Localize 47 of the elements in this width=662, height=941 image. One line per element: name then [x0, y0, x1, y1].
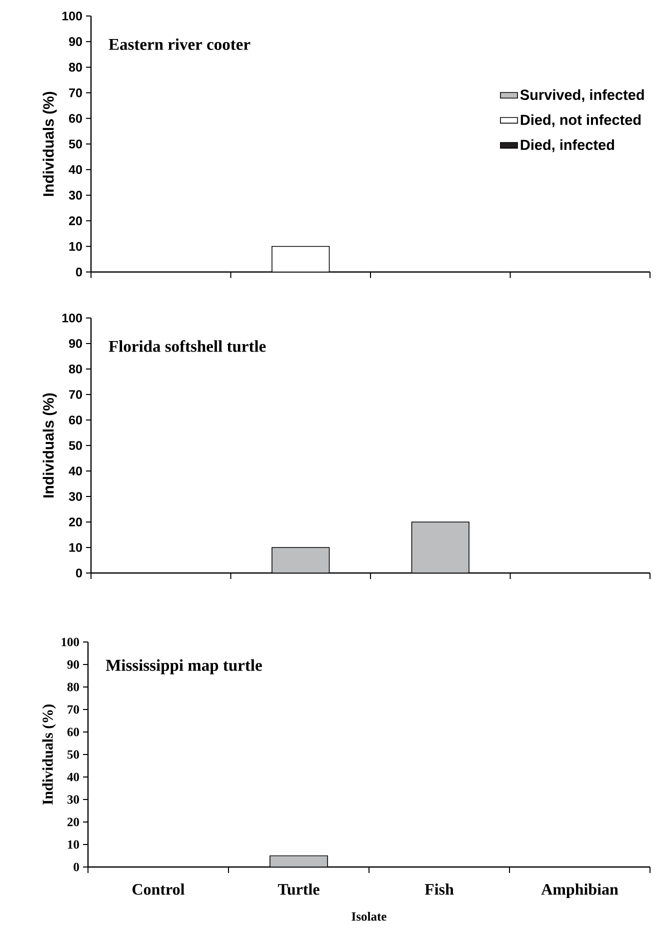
text: Florida softshell turtle [108, 340, 266, 352]
legend-label: Died, infected [520, 139, 614, 152]
y-axis-title: Individuals (%) [42, 92, 57, 196]
y-tick-label: 40 [68, 165, 82, 174]
y-tick-label: 70 [68, 705, 79, 714]
y-tick-label: 50 [68, 140, 82, 148]
y-tick-label: 60 [69, 114, 82, 123]
y-tick-label: 10 [69, 242, 82, 251]
y-tick-label: 80 [68, 62, 82, 72]
y-tick-label: 30 [68, 190, 82, 200]
x-tick-label: Amphibian [541, 884, 618, 898]
y-tick-label: 60 [67, 728, 79, 736]
y-tick-label: 0 [76, 268, 82, 276]
y-tick-label: 90 [67, 660, 79, 669]
y-tick-label: 90 [69, 339, 82, 348]
x-tick-label: Turtle [278, 884, 320, 895]
text: Mississippi map turtle [106, 659, 262, 674]
y-tick-label: 10 [69, 543, 82, 552]
x-axis-title: Isolate [352, 912, 386, 921]
y-tick-label: 40 [67, 772, 79, 782]
legend-label: Died, not infected [520, 114, 641, 128]
y-tick-label: 50 [68, 441, 82, 450]
x-tick-label: Control [132, 884, 184, 895]
y-tick-label: 90 [69, 37, 82, 46]
y-tick-label: 20 [69, 216, 82, 226]
y-tick-label: 0 [76, 568, 82, 578]
y-tick-label: 100 [62, 638, 79, 646]
y-tick-label: 0 [74, 862, 79, 872]
y-tick-label: 30 [68, 492, 82, 501]
x-tick-label: Fish [424, 884, 454, 895]
y-tick-label: 20 [69, 518, 82, 526]
y-tick-label: 70 [69, 88, 82, 98]
y-tick-label: 100 [62, 12, 82, 20]
y-tick-label: 100 [62, 314, 82, 322]
text: Eastern river cooter [108, 38, 250, 50]
y-tick-label: 80 [67, 682, 79, 692]
y-tick-label: 10 [68, 840, 79, 849]
y-tick-label: 50 [67, 750, 79, 759]
y-axis-title: Individuals (%) [42, 704, 56, 805]
legend-label: Survived, infected [520, 89, 644, 102]
y-tick-label: 30 [67, 795, 79, 804]
y-axis-title: Individuals (%) [42, 393, 57, 498]
y-tick-label: 80 [68, 364, 82, 374]
y-tick-label: 70 [69, 390, 82, 399]
y-tick-label: 20 [67, 818, 79, 826]
y-tick-label: 60 [69, 416, 82, 424]
y-tick-label: 40 [68, 466, 82, 476]
